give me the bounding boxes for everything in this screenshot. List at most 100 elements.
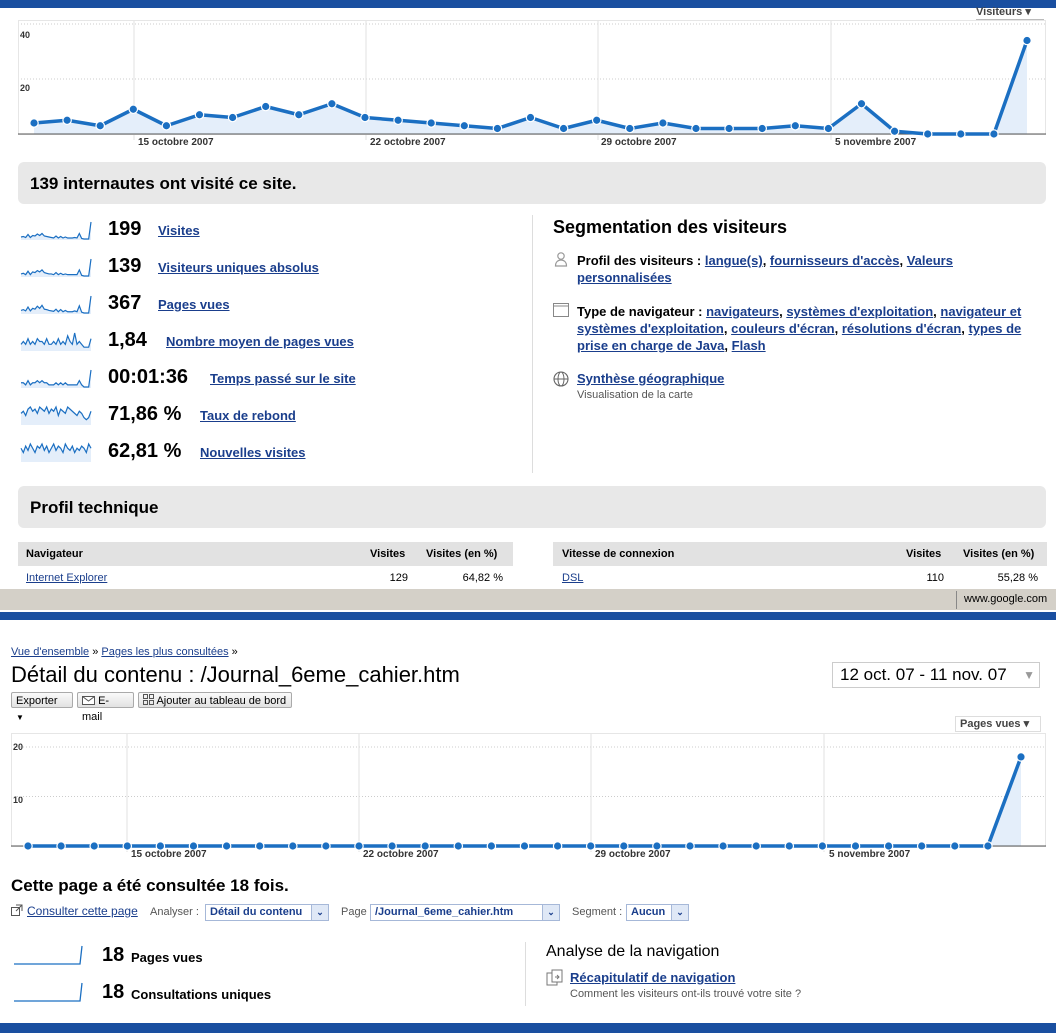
- export-button[interactable]: Exporter ▼: [11, 692, 73, 722]
- x-tick-5nov: 5 novembre 2007: [829, 849, 911, 860]
- metric-link[interactable]: Visites: [158, 223, 200, 238]
- breadcrumb: Vue d'ensemble » Pages les plus consulté…: [11, 646, 238, 658]
- data-point[interactable]: [916, 841, 927, 851]
- data-point[interactable]: [591, 115, 602, 126]
- data-point[interactable]: [360, 112, 370, 123]
- data-point[interactable]: [128, 104, 139, 115]
- data-point[interactable]: [883, 841, 894, 851]
- link-valeurs-perso[interactable]: Valeurs personnalisées: [577, 253, 953, 285]
- data-point[interactable]: [658, 118, 668, 128]
- data-point[interactable]: [949, 841, 960, 851]
- link-systemes[interactable]: systèmes d'exploitation: [786, 304, 934, 319]
- analyze-select[interactable]: Détail du contenu ⌄: [205, 904, 329, 921]
- data-point[interactable]: [790, 120, 801, 131]
- data-point[interactable]: [751, 841, 761, 851]
- data-point[interactable]: [1016, 752, 1026, 762]
- data-point[interactable]: [221, 841, 232, 851]
- data-point[interactable]: [922, 129, 933, 139]
- segment-select[interactable]: Aucun ⌄: [626, 904, 689, 921]
- link-java[interactable]: types de prise en charge de Java: [577, 321, 1022, 353]
- chevron-down-icon: ▼: [1023, 668, 1035, 682]
- nav-analysis-title: Analyse de la navigation: [546, 943, 720, 960]
- data-point[interactable]: [585, 841, 596, 851]
- metric-link[interactable]: Pages vues: [158, 297, 230, 312]
- email-button[interactable]: E-mail: [77, 692, 134, 723]
- row-connection-name[interactable]: DSL: [562, 572, 584, 584]
- data-point[interactable]: [525, 112, 536, 123]
- metric-link[interactable]: Temps passé sur le site: [210, 371, 356, 386]
- link-flash[interactable]: Flash: [731, 338, 766, 353]
- breadcrumb-top-pages[interactable]: Pages les plus consultées: [101, 646, 229, 658]
- breadcrumb-overview[interactable]: Vue d'ensemble: [11, 646, 90, 658]
- data-point[interactable]: [652, 841, 662, 851]
- row-browser-name[interactable]: Internet Explorer: [26, 572, 108, 584]
- data-point[interactable]: [552, 841, 563, 851]
- data-point[interactable]: [161, 120, 172, 131]
- data-point[interactable]: [459, 120, 470, 131]
- data-point[interactable]: [486, 841, 497, 851]
- data-point[interactable]: [155, 841, 166, 851]
- data-point[interactable]: [889, 126, 900, 137]
- data-point[interactable]: [624, 123, 635, 134]
- navigation-summary-link[interactable]: Récapitulatif de navigation: [570, 970, 736, 985]
- metric-link[interactable]: Nombre moyen de pages vues: [166, 334, 354, 349]
- data-point[interactable]: [955, 129, 966, 139]
- data-point[interactable]: [989, 129, 999, 139]
- link-geo-synthesis[interactable]: Synthèse géographique: [577, 371, 725, 386]
- data-point[interactable]: [823, 123, 834, 134]
- data-point[interactable]: [393, 115, 403, 126]
- data-point[interactable]: [983, 841, 993, 851]
- pageviews-dropdown[interactable]: Pages vues ▾: [955, 716, 1041, 732]
- date-range-picker[interactable]: 12 oct. 07 - 11 nov. 07 ▼: [832, 662, 1040, 688]
- link-navigateurs[interactable]: navigateurs: [706, 304, 780, 319]
- add-dashboard-button[interactable]: Ajouter au tableau de bord: [138, 692, 292, 708]
- data-point[interactable]: [420, 841, 430, 851]
- data-point[interactable]: [194, 109, 205, 120]
- metric-link[interactable]: Nouvelles visites: [200, 445, 306, 460]
- data-point[interactable]: [724, 123, 734, 134]
- data-point[interactable]: [227, 112, 238, 123]
- data-point[interactable]: [56, 841, 66, 851]
- link-fournisseurs[interactable]: fournisseurs d'accès: [769, 253, 900, 268]
- link-langues[interactable]: langue(s): [704, 253, 763, 268]
- data-point[interactable]: [757, 123, 767, 134]
- metric-link[interactable]: Taux de rebond: [200, 408, 296, 423]
- data-point[interactable]: [354, 841, 364, 851]
- link-resolutions[interactable]: résolutions d'écran: [841, 321, 962, 336]
- page-select[interactable]: /Journal_6eme_cahier.htm ⌄: [370, 904, 560, 921]
- data-point[interactable]: [321, 841, 331, 851]
- data-point[interactable]: [122, 841, 133, 851]
- link-couleurs[interactable]: couleurs d'écran: [731, 321, 835, 336]
- view-page-link[interactable]: Consulter cette page: [27, 904, 138, 918]
- data-point[interactable]: [453, 841, 464, 851]
- link-nav-systemes[interactable]: navigateur et systèmes d'exploitation: [577, 304, 1022, 336]
- data-point[interactable]: [1022, 35, 1032, 46]
- data-point[interactable]: [260, 101, 271, 112]
- data-point[interactable]: [558, 123, 569, 134]
- visitors-dropdown[interactable]: Visiteurs ▾: [976, 5, 1044, 20]
- data-point[interactable]: [387, 841, 397, 851]
- status-bar: www.google.com: [0, 588, 1056, 610]
- data-point[interactable]: [29, 118, 39, 128]
- data-point[interactable]: [718, 841, 728, 851]
- data-point[interactable]: [426, 118, 436, 128]
- data-point[interactable]: [62, 115, 72, 126]
- data-point[interactable]: [519, 841, 530, 851]
- data-point[interactable]: [850, 841, 861, 851]
- data-point[interactable]: [188, 841, 199, 851]
- data-point[interactable]: [293, 109, 304, 120]
- data-point[interactable]: [685, 841, 695, 851]
- data-point[interactable]: [327, 98, 337, 109]
- data-point[interactable]: [784, 841, 795, 851]
- data-point[interactable]: [89, 841, 99, 851]
- data-point[interactable]: [254, 841, 265, 851]
- data-point[interactable]: [95, 120, 105, 131]
- data-point[interactable]: [287, 841, 298, 851]
- data-point[interactable]: [817, 841, 828, 851]
- data-point[interactable]: [23, 841, 33, 851]
- data-point[interactable]: [856, 98, 867, 109]
- metric-link[interactable]: Visiteurs uniques absolus: [158, 260, 319, 275]
- data-point[interactable]: [618, 841, 629, 851]
- data-point[interactable]: [492, 123, 503, 134]
- data-point[interactable]: [691, 123, 701, 134]
